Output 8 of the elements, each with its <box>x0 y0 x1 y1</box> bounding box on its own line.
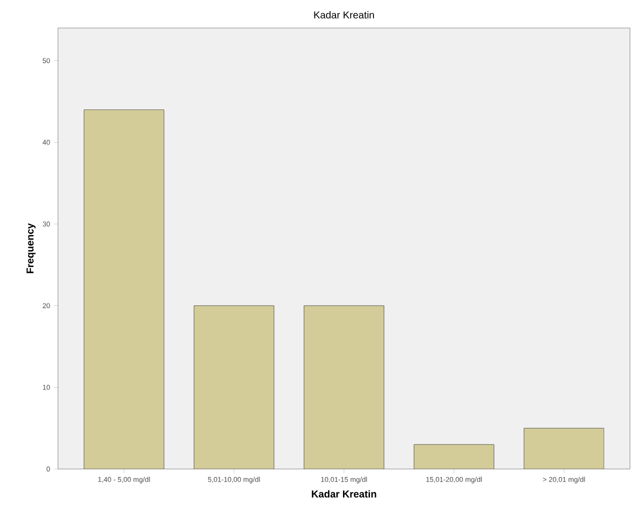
bar <box>524 428 604 469</box>
bar <box>194 305 274 469</box>
bar <box>304 305 384 469</box>
chart-title: Kadar Kreatin <box>314 11 374 18</box>
y-axis-title: Frequency <box>26 223 36 274</box>
bar <box>414 444 494 469</box>
x-axis-title: Kadar Kreatin <box>312 490 376 498</box>
bar <box>84 109 164 469</box>
